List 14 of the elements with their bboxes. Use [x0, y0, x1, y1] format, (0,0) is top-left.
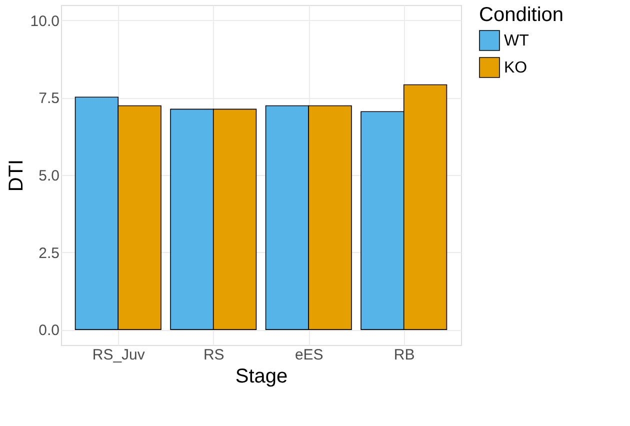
x-tick-label: eES	[294, 346, 324, 364]
y-axis-title: DTI	[5, 159, 28, 192]
legend-label: WT	[504, 32, 530, 50]
x-axis-title: Stage	[235, 366, 288, 388]
legend-label: KO	[504, 60, 528, 76]
y-tick-label: 5.0	[38, 168, 60, 184]
x-tick-label: RB	[394, 346, 415, 364]
y-tick-label: 0.0	[38, 322, 60, 340]
y-tick-label: 7.5	[38, 90, 60, 108]
y-tick-label: 10.0	[30, 12, 60, 30]
y-tick-label: 2.5	[38, 244, 60, 262]
x-tick-label: RS	[203, 346, 224, 364]
legend-title: Condition	[479, 4, 564, 26]
x-tick-label: RS_Juv	[92, 346, 146, 364]
